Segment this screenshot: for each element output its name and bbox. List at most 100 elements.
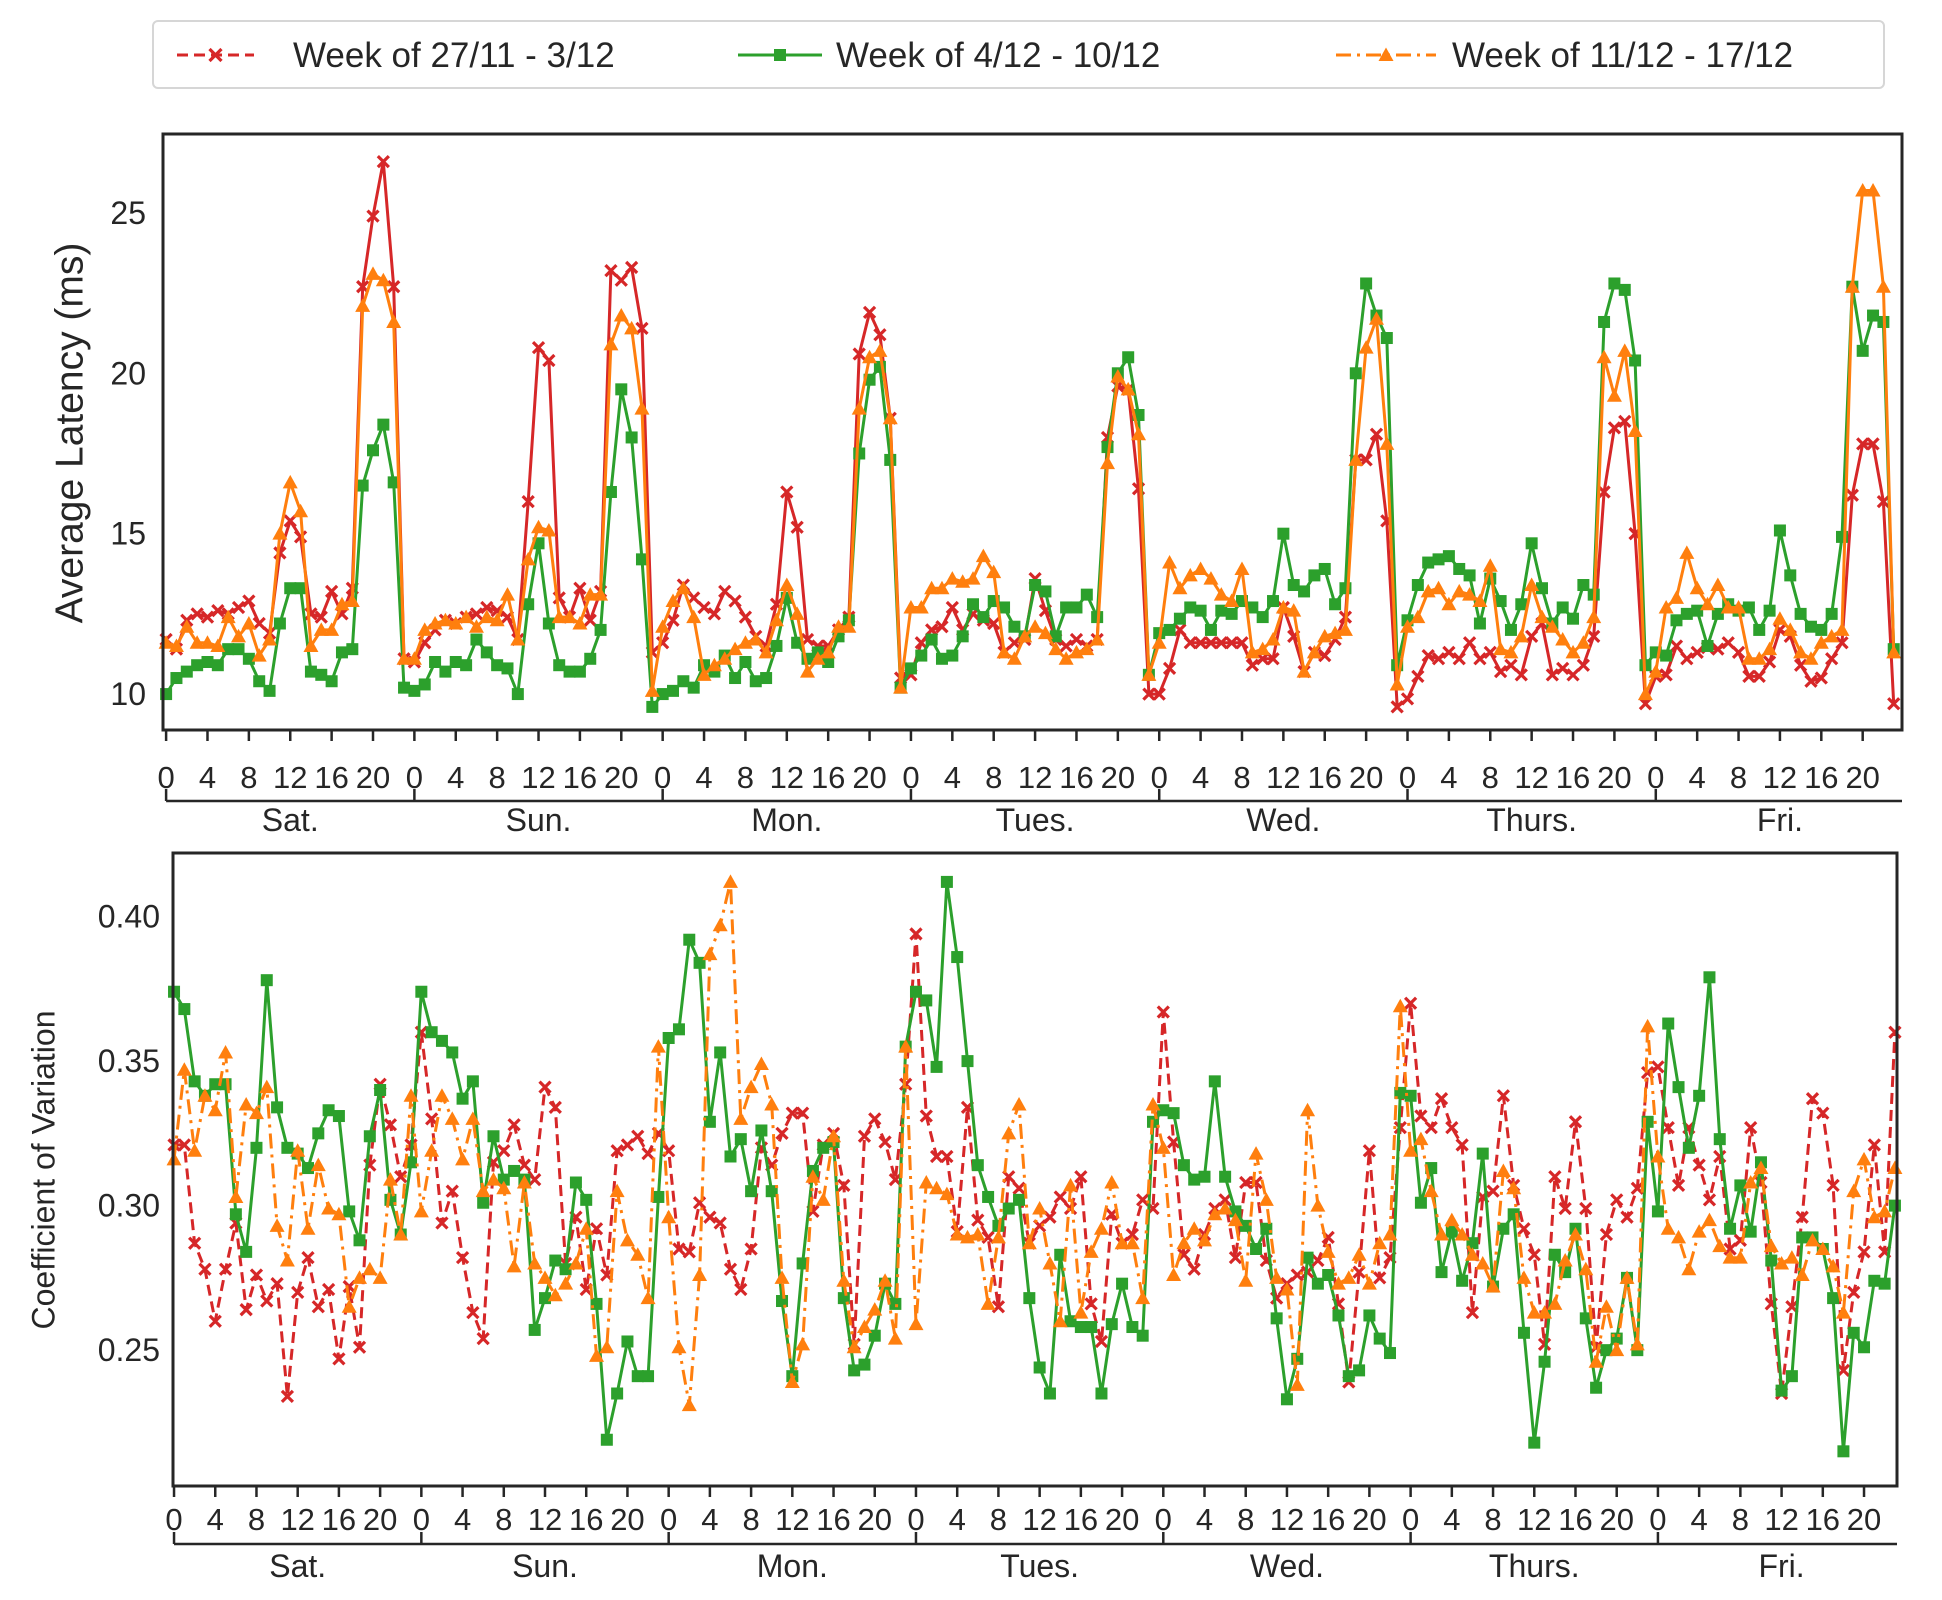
data-point — [1566, 668, 1580, 682]
data-point — [1453, 562, 1466, 575]
x-tick-label: 16 — [1806, 1502, 1840, 1537]
data-point — [1575, 635, 1591, 649]
data-point — [1032, 1201, 1048, 1215]
data-point — [352, 1270, 368, 1284]
data-point — [722, 874, 738, 888]
data-point — [1298, 585, 1311, 598]
data-point — [713, 1216, 727, 1230]
data-point — [293, 503, 309, 518]
data-point — [1836, 1363, 1851, 1378]
data-point — [609, 1183, 625, 1198]
data-point — [1186, 1221, 1202, 1235]
data-point — [1742, 601, 1755, 614]
data-point — [1597, 485, 1611, 499]
x-tick-label: 0 — [1151, 760, 1168, 795]
data-point — [176, 1062, 192, 1076]
data-point — [497, 1173, 510, 1186]
data-point — [1548, 1248, 1561, 1261]
data-point — [764, 1096, 780, 1111]
data-point — [799, 664, 815, 678]
x-tick-label: 16 — [1064, 1502, 1098, 1537]
data-point — [1462, 636, 1477, 650]
data-point — [1308, 569, 1321, 582]
data-point — [541, 522, 557, 537]
x-tick-label: 4 — [454, 1502, 471, 1537]
data-point — [1286, 603, 1302, 617]
data-point — [779, 577, 795, 592]
data-point — [1434, 1227, 1450, 1241]
data-point — [1710, 577, 1726, 592]
data-point — [1598, 315, 1611, 328]
data-point — [209, 1078, 222, 1091]
data-point — [1701, 1212, 1717, 1227]
x-tick-label: 0 — [1647, 760, 1664, 795]
data-point — [537, 1270, 553, 1284]
data-point — [1556, 601, 1569, 614]
legend: Week of 27/11 - 3/12 Week of 4/12 - 10/12… — [152, 20, 1885, 89]
data-point — [1868, 1274, 1881, 1287]
data-point — [1762, 641, 1778, 656]
x-tick-label: 16 — [1556, 760, 1590, 795]
data-point — [749, 675, 762, 688]
data-point — [1620, 1210, 1634, 1224]
data-point — [795, 1106, 810, 1120]
data-point — [920, 994, 933, 1007]
data-point — [642, 1370, 655, 1383]
data-point — [1021, 1235, 1037, 1250]
data-point — [1423, 1183, 1439, 1198]
data-point — [1260, 1222, 1273, 1235]
data-point — [1825, 1258, 1841, 1273]
data-point — [1680, 607, 1693, 620]
data-point — [1208, 1075, 1221, 1088]
data-point — [314, 610, 328, 624]
data-point — [477, 1196, 490, 1209]
data-point — [1463, 569, 1476, 582]
data-point — [1651, 1205, 1664, 1218]
y-axis-label: Coefficient of Variation — [25, 1011, 61, 1330]
data-point — [826, 1128, 842, 1143]
data-point — [1858, 1341, 1871, 1354]
data-point — [1204, 636, 1218, 650]
data-point — [940, 1149, 954, 1164]
data-point — [573, 665, 586, 678]
x-tick-label: 12 — [775, 1502, 809, 1537]
data-point — [1116, 1277, 1129, 1290]
data-point — [572, 616, 588, 630]
data-point — [435, 1034, 448, 1047]
data-point — [1197, 1232, 1213, 1247]
data-point — [284, 582, 297, 595]
data-point — [1389, 676, 1405, 691]
data-point — [724, 1150, 737, 1163]
data-point — [1691, 604, 1704, 617]
data-point — [1803, 651, 1819, 665]
data-point — [406, 651, 422, 665]
data-point — [996, 644, 1012, 659]
x-tick-label: 4 — [1196, 1502, 1213, 1537]
data-point — [1431, 652, 1446, 666]
data-point — [1482, 558, 1498, 572]
data-point — [260, 1294, 274, 1308]
data-point — [1815, 1241, 1831, 1255]
data-point — [1876, 494, 1891, 509]
x-tick-label: 16 — [563, 760, 597, 795]
data-point — [363, 1130, 376, 1143]
data-point — [1619, 1270, 1635, 1284]
data-point — [940, 875, 953, 888]
data-point — [734, 1133, 747, 1146]
data-point — [1690, 645, 1704, 660]
data-point — [1414, 1109, 1428, 1123]
data-point — [1079, 641, 1095, 656]
data-point — [1152, 687, 1166, 701]
data-point — [1577, 579, 1590, 592]
data-point — [1867, 309, 1880, 322]
data-point — [1080, 588, 1093, 601]
data-point — [542, 353, 556, 368]
data-point — [366, 209, 380, 223]
data-point — [1504, 658, 1518, 672]
data-point — [231, 628, 247, 643]
x-tick-label: 12 — [1517, 1502, 1551, 1537]
data-point — [1085, 1321, 1098, 1334]
data-point — [589, 1348, 605, 1362]
x-tick-label: 12 — [1018, 760, 1052, 795]
data-point — [1724, 1222, 1737, 1235]
